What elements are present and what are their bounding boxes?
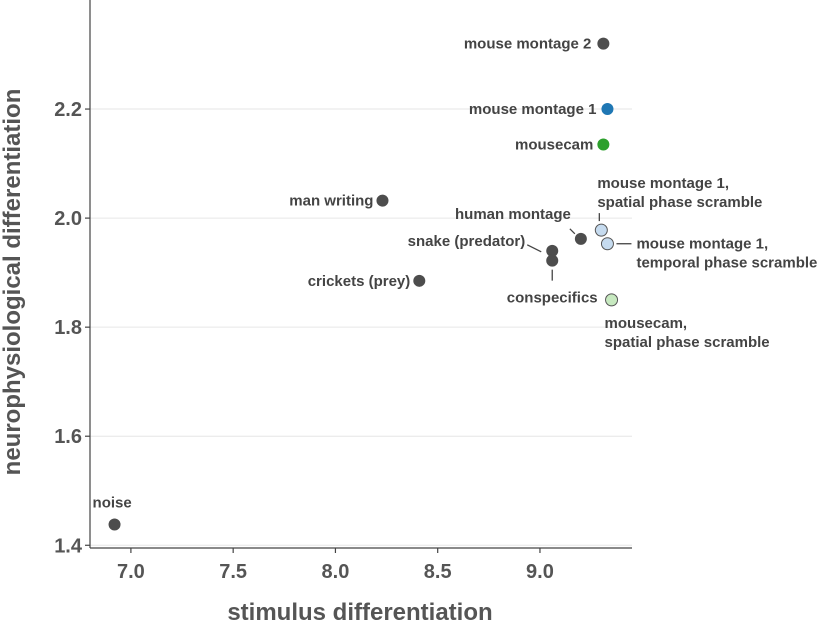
y-tick-label: 2.0: [54, 208, 82, 230]
point-label-line: mouse montage 1,: [597, 175, 729, 192]
point-label: noise: [93, 495, 132, 512]
point-label: snake (predator): [408, 233, 526, 250]
data-point: [546, 244, 559, 257]
point-label: mousecam, spatial phase scramble: [605, 315, 770, 351]
point-label: mouse montage 1, spatial phase scramble: [597, 175, 762, 211]
data-point: [601, 103, 614, 116]
point-label-line: mouse montage 1,: [636, 236, 768, 253]
point-label: mouse montage 1: [469, 101, 597, 118]
point-label-line: conspecifics: [507, 290, 598, 307]
data-point: [594, 223, 608, 237]
x-tick-label: 9.0: [526, 561, 554, 583]
point-label: mouse montage 2: [464, 36, 592, 53]
grid-layer: [90, 108, 632, 546]
data-point: [574, 232, 587, 245]
point-label: mousecam: [515, 136, 593, 153]
point-label-line: man writing: [289, 193, 373, 210]
label-leader-line: [569, 228, 576, 235]
data-point: [376, 194, 389, 207]
point-label: crickets (prey): [308, 273, 411, 290]
point-label: conspecifics: [507, 290, 598, 307]
point-label: human montage: [455, 206, 571, 223]
point-label-line: mouse montage 2: [464, 36, 592, 53]
x-tick-label: 8.0: [322, 561, 350, 583]
labels-layer: noise man writing crickets (prey) snake (pr…: [93, 36, 818, 512]
y-tick-label: 1.6: [54, 426, 82, 448]
point-label-line: mouse montage 1: [469, 101, 597, 118]
point-label-line: mousecam,: [605, 315, 688, 332]
y-tick-label: 1.8: [54, 317, 82, 339]
y-axis-title: neurophysiological differentiation: [0, 89, 26, 476]
point-label-line: mousecam: [515, 136, 593, 153]
point-label-line: spatial phase scramble: [605, 334, 770, 351]
x-tick-label: 8.5: [424, 561, 452, 583]
point-label-line: temporal phase scramble: [636, 255, 817, 272]
data-point: [546, 254, 559, 267]
data-point: [108, 518, 121, 531]
points-layer: [108, 37, 619, 531]
y-tick-label: 2.2: [54, 99, 82, 121]
x-tick-label: 7.5: [219, 561, 247, 583]
data-point: [605, 293, 619, 307]
point-label-line: crickets (prey): [308, 273, 411, 290]
point-label-line: noise: [93, 495, 132, 512]
data-point: [413, 274, 426, 287]
data-point: [600, 237, 614, 251]
point-label: mouse montage 1, temporal phase scramble: [636, 236, 817, 272]
point-label-line: spatial phase scramble: [597, 194, 762, 211]
x-axis-title: stimulus differentiation: [227, 599, 492, 626]
x-tick-label: 7.0: [117, 561, 145, 583]
leaders-layer: [526, 213, 632, 281]
point-label-line: human montage: [455, 206, 571, 223]
y-tick-label: 1.4: [54, 535, 83, 557]
data-point: [597, 138, 610, 151]
ticks-layer: 1.4 1.6 1.8 2.0 2.2 7.0 7.5 8.0 8.5 9.0: [54, 99, 554, 583]
label-leader-line: [526, 244, 542, 253]
data-point: [597, 37, 610, 50]
point-label-line: snake (predator): [408, 233, 526, 250]
point-label: man writing: [289, 193, 373, 210]
